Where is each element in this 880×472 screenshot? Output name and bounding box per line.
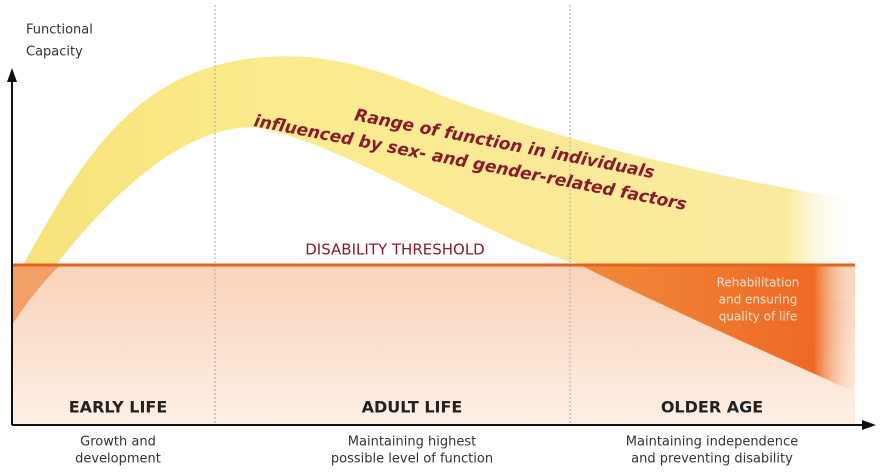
phase-title: EARLY LIFE	[69, 398, 168, 417]
threshold-label: DISABILITY THRESHOLD	[305, 241, 484, 259]
phase-title: ADULT LIFE	[362, 398, 463, 417]
rehab-label: quality of life	[719, 310, 798, 324]
phase-description: Maintaining highest	[348, 435, 476, 450]
y-arrow	[7, 68, 17, 82]
phase-description: possible level of function	[331, 452, 493, 467]
x-arrow	[862, 420, 876, 430]
phase-description: Growth and	[80, 435, 156, 450]
rehab-label: Rehabilitation	[717, 276, 800, 290]
phase-description: development	[75, 452, 161, 467]
early-below-threshold	[12, 265, 60, 325]
phase-title: OLDER AGE	[661, 398, 763, 417]
axis-label: Functional	[26, 23, 93, 38]
phase-description: and preventing disability	[631, 452, 793, 467]
phase-description: Maintaining independence	[626, 435, 798, 450]
rehab-label: and ensuring	[719, 293, 798, 307]
axis-label: Capacity	[26, 45, 83, 60]
rehab-area	[580, 265, 855, 392]
function-band	[12, 56, 855, 326]
